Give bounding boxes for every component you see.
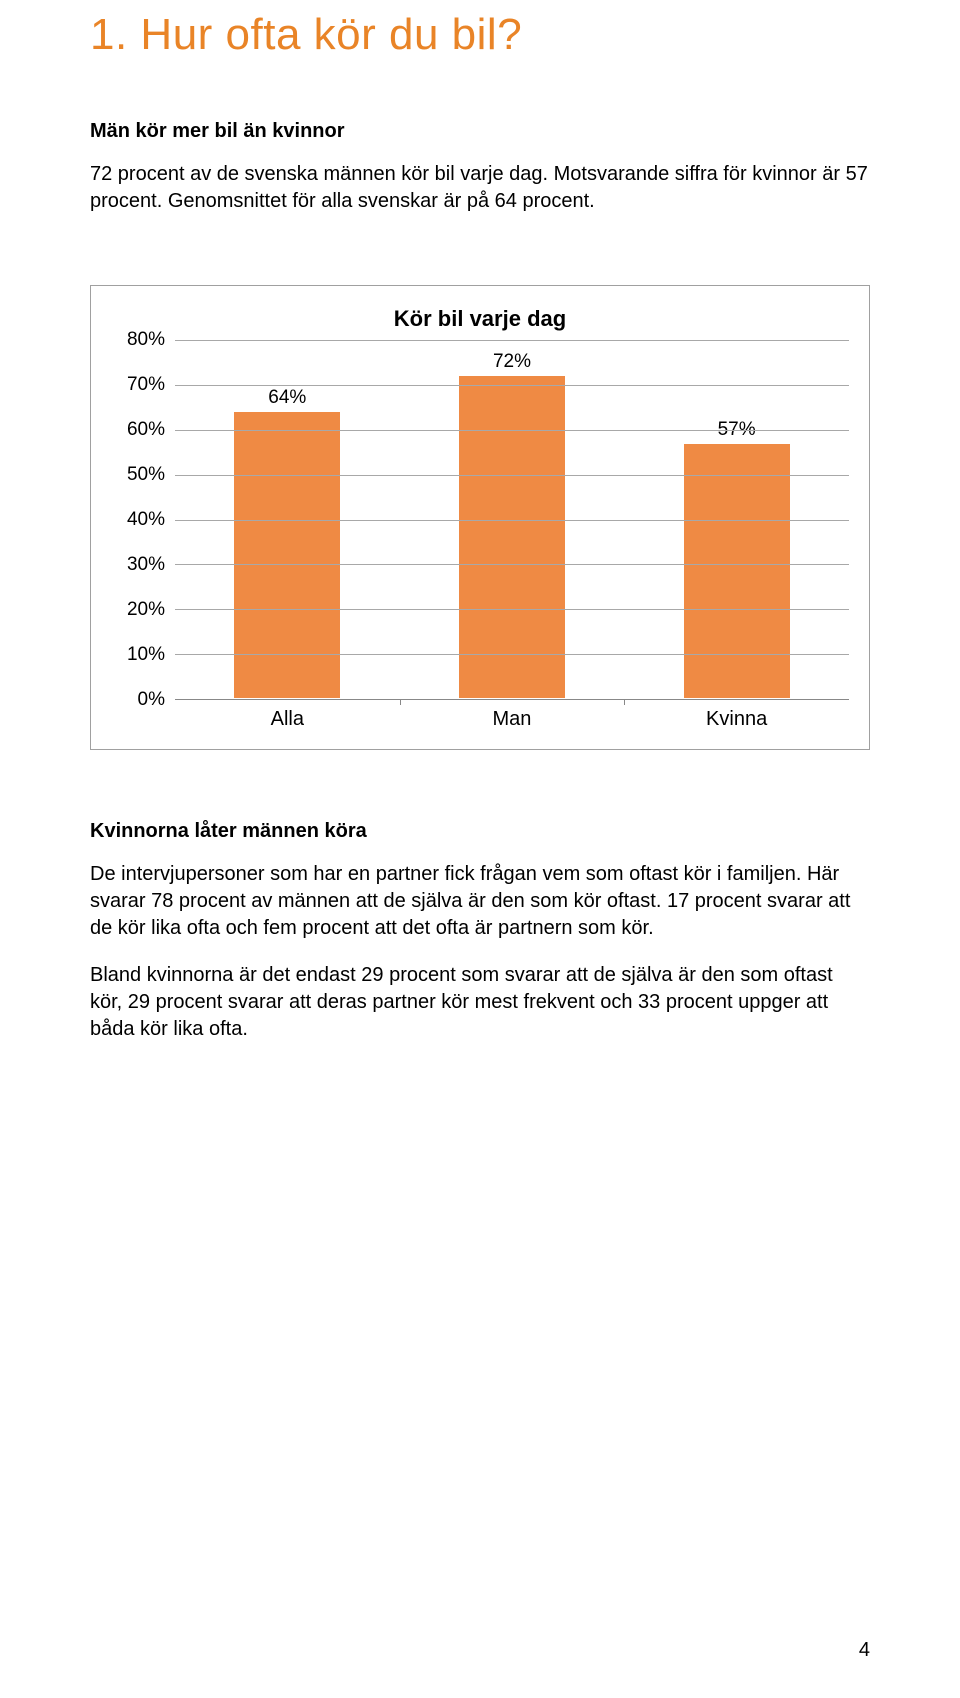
chart-gridline	[175, 564, 849, 565]
chart-plot: 80%70%60%50%40%30%20%10%0% 64% 72% 57%	[111, 340, 849, 700]
chart-x-label: Man	[400, 708, 625, 731]
section2-paragraph2: Bland kvinnorna är det endast 29 procent…	[90, 962, 870, 1043]
chart-bar	[683, 443, 791, 700]
chart-gridline	[175, 609, 849, 610]
chart-gridline	[175, 385, 849, 386]
chart-bar	[233, 411, 341, 699]
chart-bar-group: 72%	[400, 351, 625, 699]
page-number: 4	[859, 1639, 870, 1662]
chart-x-tickmark	[400, 699, 401, 705]
chart-gridline	[175, 430, 849, 431]
chart-bar-value-label: 72%	[493, 351, 531, 373]
chart-plot-area: 64% 72% 57%	[175, 340, 849, 700]
chart-gridline	[175, 475, 849, 476]
chart-bar-group: 57%	[624, 419, 849, 700]
section2-heading: Kvinnorna låter männen köra	[90, 820, 870, 843]
chart-container: Kör bil varje dag 80%70%60%50%40%30%20%1…	[90, 285, 870, 750]
chart-x-axis: AllaManKvinna	[175, 708, 849, 731]
chart-y-axis: 80%70%60%50%40%30%20%10%0%	[111, 340, 175, 700]
chart-bar-value-label: 64%	[268, 387, 306, 409]
chart-title: Kör bil varje dag	[111, 306, 849, 332]
chart-bar	[458, 375, 566, 699]
chart-gridline	[175, 654, 849, 655]
chart-x-tickmark	[624, 699, 625, 705]
section2-paragraph1: De intervjupersoner som har en partner f…	[90, 861, 870, 942]
chart-gridline	[175, 340, 849, 341]
section1-heading: Män kör mer bil än kvinnor	[90, 120, 870, 143]
chart-x-label: Alla	[175, 708, 400, 731]
chart-x-label: Kvinna	[624, 708, 849, 731]
chart-gridline	[175, 520, 849, 521]
chart-bar-group: 64%	[175, 387, 400, 699]
section1-paragraph: 72 procent av de svenska männen kör bil …	[90, 161, 870, 215]
page-title: 1. Hur ofta kör du bil?	[90, 0, 870, 60]
